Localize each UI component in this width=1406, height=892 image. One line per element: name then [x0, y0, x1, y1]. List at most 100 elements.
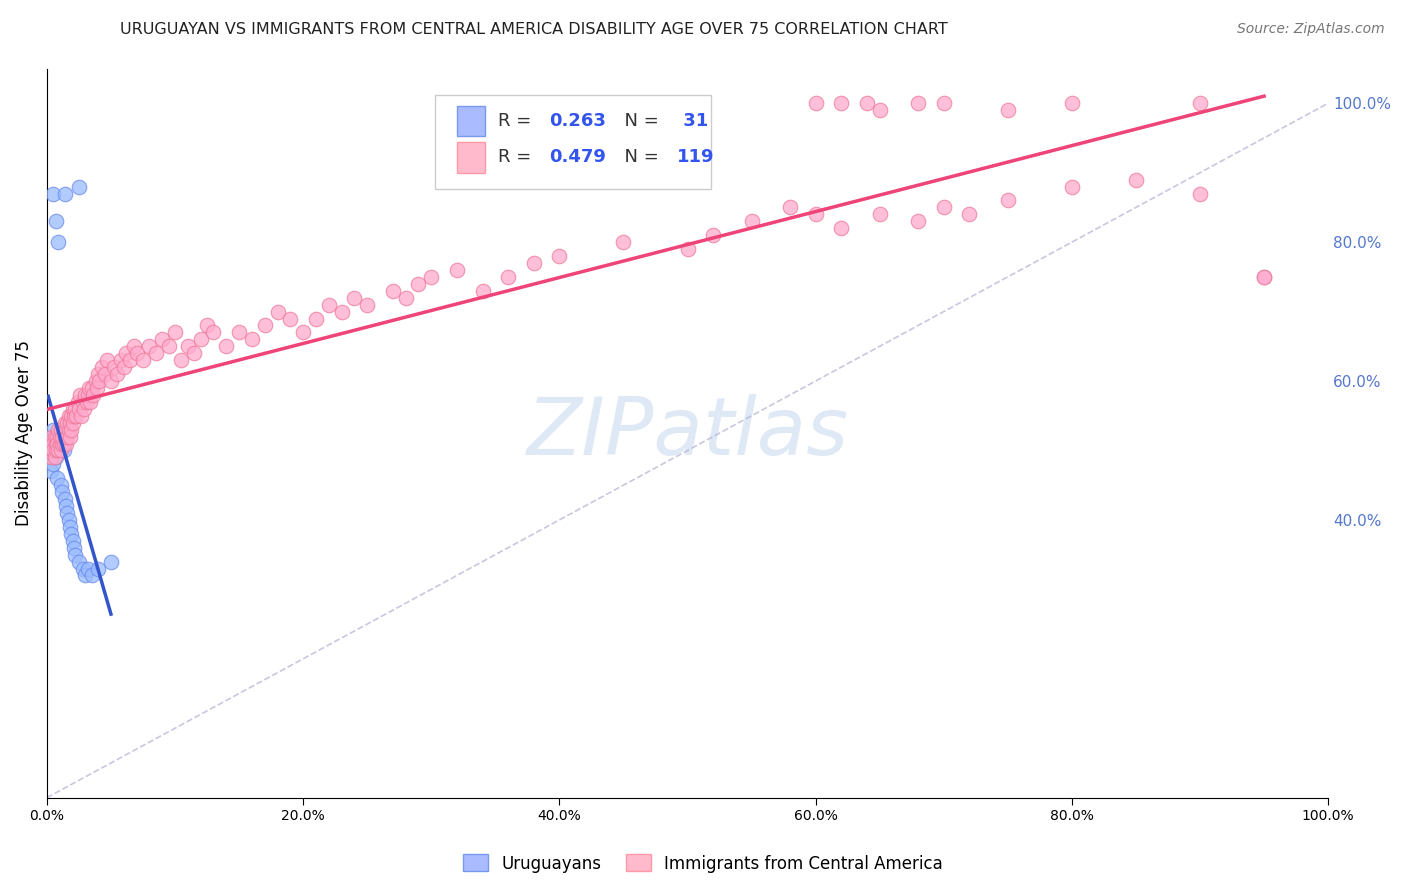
Point	[45, 436, 67, 450]
Point	[804, 207, 827, 221]
Point	[52, 436, 75, 450]
Point	[62, 416, 84, 430]
Point	[318, 298, 340, 312]
Point	[72, 561, 94, 575]
Text: 0.479: 0.479	[550, 148, 606, 167]
Point	[122, 339, 145, 353]
Point	[1060, 96, 1083, 111]
Point	[42, 458, 65, 472]
Point	[91, 360, 114, 375]
Point	[79, 395, 101, 409]
Point	[278, 311, 301, 326]
Point	[75, 568, 97, 582]
Text: 31: 31	[678, 112, 709, 130]
Point	[37, 450, 59, 465]
Point	[80, 568, 103, 582]
Point	[51, 485, 73, 500]
Point	[48, 429, 70, 443]
Point	[253, 318, 276, 333]
Point	[120, 353, 142, 368]
Point	[77, 561, 100, 575]
Point	[1188, 96, 1211, 111]
Point	[53, 429, 76, 443]
Point	[1188, 186, 1211, 201]
Point	[145, 346, 167, 360]
Point	[46, 471, 69, 485]
Point	[58, 409, 80, 423]
Point	[395, 291, 418, 305]
Point	[39, 443, 62, 458]
Point	[52, 423, 75, 437]
Point	[305, 311, 328, 326]
Point	[96, 353, 118, 368]
Point	[67, 401, 90, 416]
Point	[183, 346, 205, 360]
Point	[215, 339, 238, 353]
Point	[170, 353, 193, 368]
Point	[997, 103, 1019, 118]
Point	[67, 555, 90, 569]
Text: R =: R =	[498, 112, 537, 130]
Point	[93, 367, 115, 381]
Point	[45, 450, 67, 465]
Point	[41, 429, 63, 443]
Point	[49, 478, 72, 492]
Point	[39, 450, 62, 465]
Point	[55, 499, 77, 513]
Point	[907, 214, 929, 228]
Point	[48, 235, 70, 249]
Point	[523, 256, 546, 270]
Point	[55, 423, 77, 437]
Point	[56, 506, 79, 520]
Point	[381, 284, 404, 298]
Point	[830, 96, 852, 111]
Point	[932, 96, 955, 111]
Point	[1253, 269, 1275, 284]
Point	[1125, 172, 1147, 186]
Point	[157, 339, 180, 353]
Point	[202, 326, 225, 340]
Point	[46, 436, 69, 450]
Point	[42, 423, 65, 437]
Point	[48, 436, 70, 450]
Point	[112, 360, 135, 375]
Point	[72, 395, 94, 409]
Point	[195, 318, 218, 333]
Point	[62, 541, 84, 555]
Point	[70, 409, 93, 423]
Point	[408, 277, 430, 291]
Point	[67, 179, 90, 194]
Point	[39, 464, 62, 478]
Point	[62, 409, 84, 423]
Point	[150, 332, 173, 346]
Point	[856, 96, 879, 111]
Text: URUGUAYAN VS IMMIGRANTS FROM CENTRAL AMERICA DISABILITY AGE OVER 75 CORRELATION : URUGUAYAN VS IMMIGRANTS FROM CENTRAL AME…	[121, 22, 948, 37]
Point	[125, 346, 148, 360]
Point	[86, 381, 108, 395]
Point	[496, 269, 519, 284]
Point	[82, 388, 104, 402]
Point	[37, 443, 59, 458]
Point	[76, 395, 98, 409]
Point	[471, 284, 494, 298]
Point	[292, 326, 315, 340]
Point	[676, 242, 699, 256]
Point	[266, 304, 288, 318]
Point	[65, 409, 87, 423]
Point	[177, 339, 200, 353]
Point	[48, 443, 70, 458]
Point	[77, 388, 100, 402]
Point	[59, 520, 82, 534]
Point	[356, 298, 378, 312]
Point	[84, 374, 107, 388]
Point	[330, 304, 353, 318]
Point	[77, 381, 100, 395]
Text: 119: 119	[678, 148, 714, 167]
Point	[42, 443, 65, 458]
Point	[63, 548, 86, 562]
Text: 0.263: 0.263	[550, 112, 606, 130]
Point	[997, 194, 1019, 208]
Point	[53, 491, 76, 506]
FancyBboxPatch shape	[434, 95, 710, 189]
Text: R =: R =	[498, 148, 537, 167]
